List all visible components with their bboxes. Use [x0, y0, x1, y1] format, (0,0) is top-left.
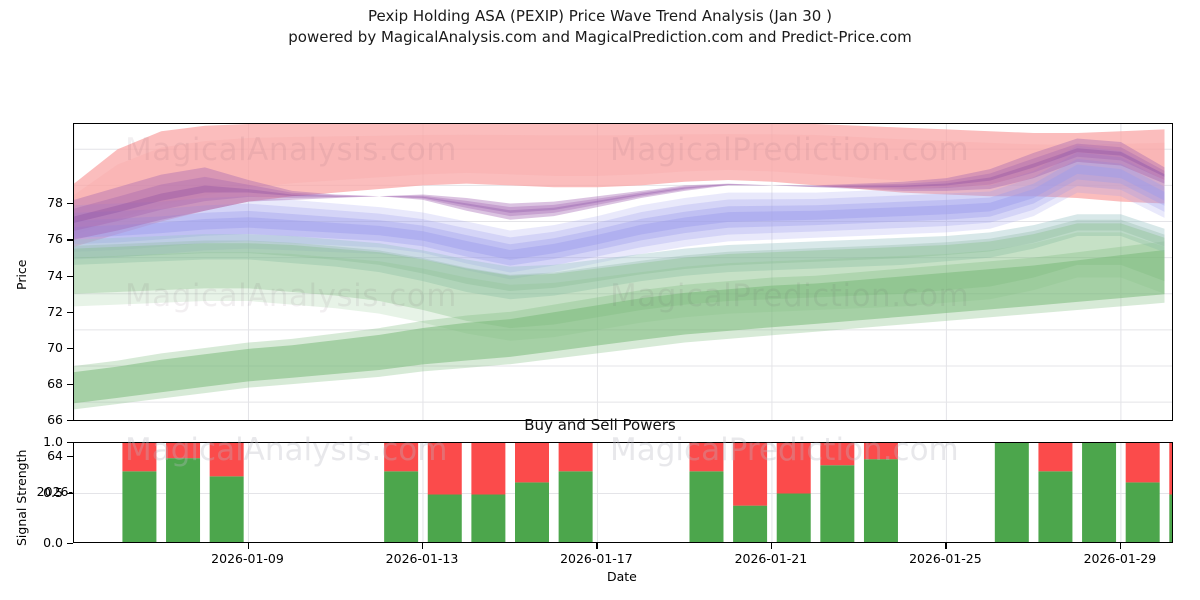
buy-bar — [122, 471, 157, 542]
sell-bar — [1169, 443, 1172, 495]
bars-y-tick-mark — [67, 492, 73, 494]
buy-bar — [471, 494, 506, 542]
price-y-tick-mark — [67, 275, 73, 277]
bars-x-tick-label: 2026-01-17 — [560, 551, 633, 566]
sell-bar — [558, 443, 593, 472]
bars-x-tick-label: 2026-01-25 — [909, 551, 982, 566]
bars-y-tick-label: 0.5 — [43, 484, 63, 500]
buy-bar — [427, 494, 462, 542]
bars-y-tick-label: 0.0 — [43, 535, 63, 550]
bars-title: Buy and Sell Powers — [524, 416, 676, 434]
price-y-tick-mark — [67, 311, 73, 313]
price-y-tick-label: 66 — [47, 412, 63, 427]
bars-plot-area — [73, 442, 1173, 543]
buy-bar — [863, 459, 898, 542]
bars-y-tick-mark — [67, 543, 73, 545]
price-plot-area — [73, 123, 1173, 421]
price-y-tick-label: 72 — [47, 303, 63, 319]
buy-bar — [994, 443, 1029, 542]
bars-x-tick-mark — [596, 543, 598, 549]
buy-bar — [1125, 482, 1160, 542]
price-y-tick-label: 68 — [47, 375, 63, 391]
bars-x-tick-mark — [247, 543, 249, 549]
bars-x-tick-label: 2026-01-09 — [211, 551, 284, 566]
bars-x-tick-label: 2026-01-21 — [734, 551, 808, 566]
buy-bar — [733, 505, 768, 542]
sell-bar — [1038, 443, 1073, 472]
bars-x-tick-label: 2026-01-29 — [1083, 551, 1157, 566]
bars-x-tick-label: 2026-01-13 — [385, 551, 459, 566]
buy-bar — [1169, 494, 1172, 542]
price-y-tick-mark — [67, 456, 73, 458]
price-y-tick-mark — [67, 420, 73, 422]
sell-bar — [384, 443, 419, 472]
buy-bar — [1038, 471, 1073, 542]
price-y-tick-mark — [67, 203, 73, 205]
price-y-tick-label: 74 — [47, 267, 63, 283]
buy-bar — [209, 476, 244, 542]
bars-x-tick-mark — [770, 543, 773, 549]
sell-bar — [427, 443, 462, 495]
sell-bar — [209, 443, 244, 477]
price-y-tick-label: 78 — [47, 195, 63, 211]
price-y-tick-mark — [67, 239, 73, 241]
buy-bar — [515, 482, 549, 542]
buy-bar — [558, 471, 593, 542]
bars-y-tick-label: 1.0 — [43, 434, 63, 449]
buy-bar — [384, 471, 419, 542]
buy-sell-bars-svg — [74, 443, 1172, 542]
price-y-axis-label: Price — [14, 259, 29, 291]
sell-bar — [166, 443, 201, 459]
sell-bar — [689, 443, 724, 472]
bars-y-axis-label: Signal Strength — [14, 449, 29, 546]
sell-bar — [1125, 443, 1160, 483]
sell-bar — [733, 443, 768, 506]
price-y-tick-label: 70 — [47, 339, 63, 355]
buy-bar — [776, 493, 811, 542]
bars-x-axis-label: Date — [607, 569, 637, 584]
page-subtitle: powered by MagicalAnalysis.com and Magic… — [288, 28, 912, 46]
buy-bar — [689, 471, 724, 542]
sell-bar — [776, 443, 811, 494]
sell-bar — [471, 443, 506, 495]
buy-bar — [820, 465, 855, 542]
chart-title-block: Pexip Holding ASA (PEXIP) Price Wave Tre… — [0, 6, 1200, 48]
price-y-tick-label: 76 — [47, 231, 63, 247]
page-title: Pexip Holding ASA (PEXIP) Price Wave Tre… — [368, 7, 832, 25]
price-wave-svg — [74, 124, 1172, 420]
sell-bar — [863, 443, 898, 460]
bars-y-tick-mark — [67, 442, 73, 444]
sell-bar — [820, 443, 855, 466]
buy-bar — [166, 458, 201, 542]
price-y-tick-label: 64 — [47, 448, 63, 464]
bars-x-tick-mark — [422, 543, 424, 549]
bars-x-tick-mark — [945, 543, 947, 549]
sell-bar — [515, 443, 549, 483]
price-y-tick-mark — [67, 383, 73, 386]
bars-x-tick-mark — [1119, 543, 1122, 549]
sell-bar — [122, 443, 157, 472]
price-y-tick-mark — [67, 347, 73, 349]
buy-bar — [1082, 443, 1117, 542]
